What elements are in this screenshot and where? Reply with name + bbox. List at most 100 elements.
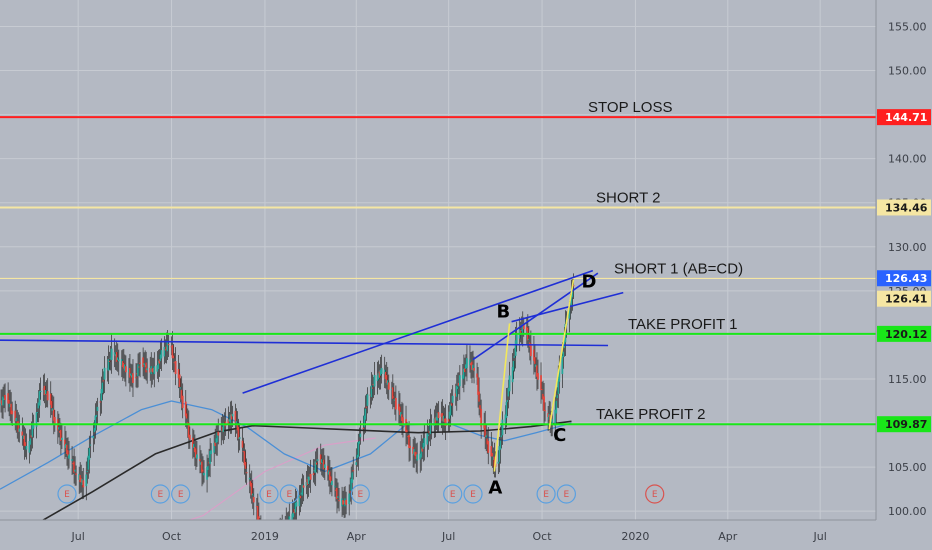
candle-body <box>429 422 432 434</box>
level-tag-2: 126.41 <box>885 293 927 306</box>
candle-body <box>500 435 503 438</box>
candle-body <box>131 375 133 378</box>
candle-body <box>71 459 73 461</box>
candle-body <box>171 345 174 359</box>
level-tag-1: 134.46 <box>885 201 928 214</box>
candle-body <box>327 470 330 475</box>
candle-body <box>451 395 454 403</box>
candle-body <box>300 492 303 495</box>
candle-body <box>139 362 141 364</box>
candle-body <box>444 418 447 426</box>
candle-body <box>132 373 134 383</box>
candle-body <box>458 375 461 387</box>
earnings-icon <box>443 484 463 504</box>
candle-body <box>326 465 329 473</box>
candle-body <box>306 479 309 486</box>
candle-body <box>497 461 500 464</box>
candle-body <box>178 374 181 387</box>
level-tag-3-bg <box>877 325 931 342</box>
candle-body <box>321 462 324 464</box>
candle-body <box>248 477 251 480</box>
candle-body <box>416 454 419 461</box>
candle-body <box>138 366 140 368</box>
time-axis[interactable] <box>0 520 932 550</box>
candle-body <box>230 414 233 420</box>
earnings-icon <box>645 484 665 504</box>
candle-body <box>109 357 112 359</box>
candle-body <box>206 466 208 480</box>
candle-body <box>243 451 246 466</box>
candle-body <box>195 448 197 458</box>
earnings-label: E <box>543 490 549 500</box>
candle-body <box>128 369 130 373</box>
candle-body <box>557 377 560 395</box>
candle-body <box>520 330 523 332</box>
candle-body <box>378 371 381 378</box>
candle-body <box>95 414 98 418</box>
candle-body <box>323 464 326 469</box>
candle-body <box>203 473 205 476</box>
level-tag-0: 144.71 <box>885 111 927 124</box>
candle-body <box>102 380 105 382</box>
candle-body <box>237 426 240 439</box>
earnings-icon <box>57 484 77 504</box>
candle-body <box>86 471 89 473</box>
candle-body <box>61 437 63 441</box>
earnings-label: E <box>358 490 364 500</box>
candle-body <box>463 368 466 373</box>
candle-body <box>537 373 539 380</box>
candle-body <box>43 385 46 396</box>
candle-body <box>18 428 21 432</box>
candle-body <box>379 370 382 376</box>
candle-body <box>229 414 232 423</box>
candle-body <box>3 398 5 401</box>
candle-body <box>556 395 559 399</box>
candle-body <box>213 442 216 453</box>
candle-body <box>386 380 389 385</box>
candle-body <box>72 462 74 465</box>
candle-body <box>60 429 62 441</box>
price-tick-label: 150.00 <box>888 65 927 78</box>
candle-body <box>123 364 126 371</box>
price-tick-label: 130.00 <box>888 241 927 254</box>
candle-body <box>421 447 424 452</box>
trendline-3 <box>511 291 624 323</box>
candle-body <box>420 448 423 458</box>
candle-body <box>473 367 475 371</box>
candle-body <box>369 394 372 396</box>
candle-body <box>228 419 231 422</box>
candle-body <box>250 483 253 496</box>
candle-body <box>534 357 536 364</box>
candle-body <box>252 497 255 503</box>
candle-body <box>547 413 550 417</box>
candle-body <box>320 459 323 463</box>
candle-body <box>449 404 452 416</box>
candle-body <box>536 365 538 377</box>
candle-body <box>64 439 66 446</box>
candle-body <box>180 390 183 400</box>
candle-body <box>376 375 379 381</box>
candle-body <box>42 388 45 390</box>
candle-body <box>227 419 230 425</box>
candle-body <box>242 451 245 453</box>
candle-body <box>336 487 338 500</box>
candle-body <box>427 434 430 437</box>
candle-body <box>201 461 203 473</box>
price-axis[interactable] <box>876 0 932 520</box>
candle-body <box>0 403 2 406</box>
moving-average-black <box>35 420 572 526</box>
candle-body <box>251 493 254 496</box>
candle-body <box>209 451 212 464</box>
candle-body <box>535 364 537 367</box>
candle-body <box>570 293 573 306</box>
level-label-4: TAKE PROFIT 2 <box>596 406 705 423</box>
candle-body <box>223 425 226 427</box>
candle-body <box>21 431 24 436</box>
candle-body <box>441 413 444 421</box>
candle-body <box>450 403 453 406</box>
candle-body <box>53 417 56 424</box>
candle-body <box>330 476 332 483</box>
candle-body <box>487 440 490 453</box>
